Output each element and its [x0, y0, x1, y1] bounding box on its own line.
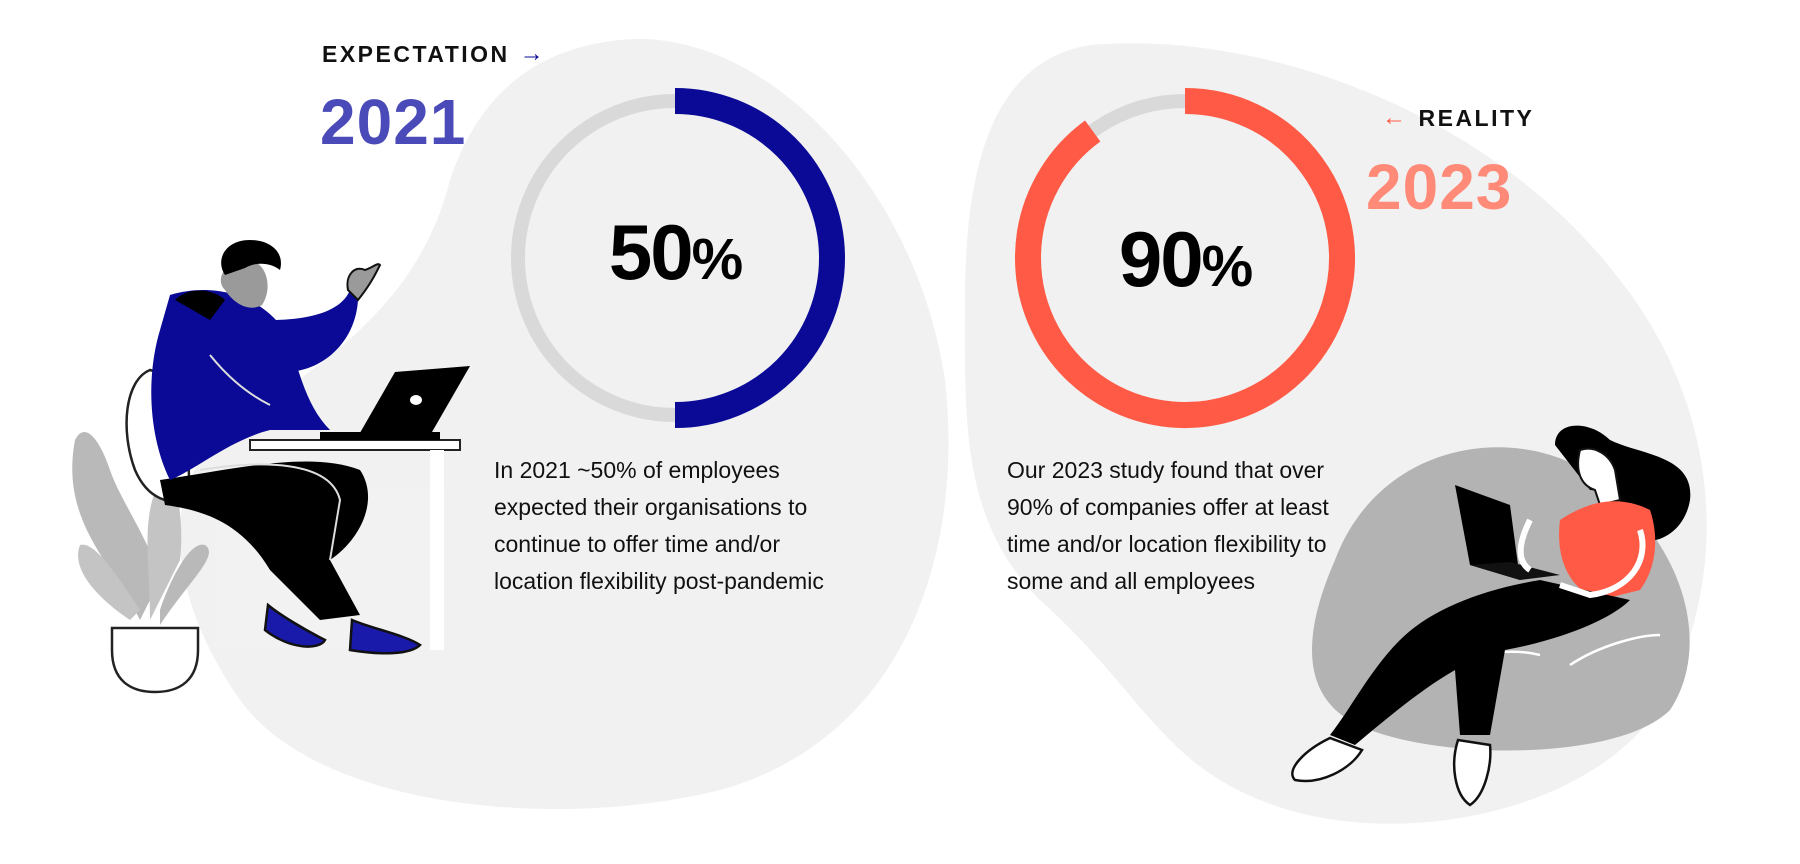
person-at-desk-illustration [125, 240, 470, 655]
arrow-right-icon: → [519, 40, 547, 67]
laptop-icon [320, 366, 470, 440]
arrow-left-icon: ← [1382, 104, 1409, 131]
expectation-label-text: EXPECTATION [322, 40, 510, 67]
plant-illustration [72, 431, 209, 694]
reality-percent-value: 90 [1118, 215, 1204, 303]
expectation-percent-value: 50 [608, 208, 694, 296]
expectation-percent: 50% [526, 213, 826, 291]
expectation-label: EXPECTATION → [322, 40, 546, 68]
expectation-percent-sign: % [691, 227, 744, 292]
expectation-donut-arc [674, 88, 845, 428]
reality-label-text: REALITY [1418, 104, 1535, 131]
expectation-year: 2021 [320, 86, 467, 158]
reality-description: Our 2023 study found that over 90% of co… [1007, 457, 1329, 594]
reality-percent-sign: % [1201, 234, 1254, 299]
woman-on-beanbag-illustration [1291, 425, 1691, 807]
reality-percent: 90% [1036, 220, 1336, 298]
reality-year: 2023 [1366, 151, 1513, 223]
expectation-description: In 2021 ~50% of employees expected their… [494, 457, 824, 594]
reality-label: ← REALITY [1382, 104, 1534, 132]
reality-donut-arc [1015, 88, 1355, 428]
